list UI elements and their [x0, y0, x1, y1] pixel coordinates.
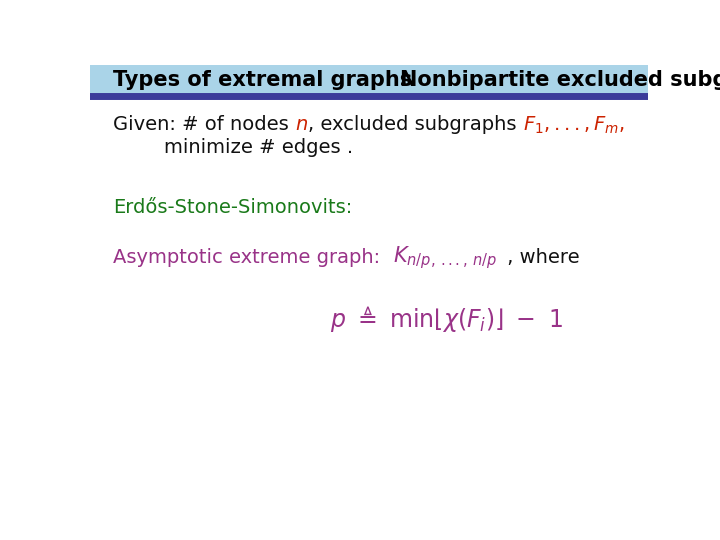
Text: $K_{n/p,\,...,\,n/p}$: $K_{n/p,\,...,\,n/p}$ [393, 244, 497, 271]
Text: Types of extremal graphs: Types of extremal graphs [113, 70, 413, 90]
Text: Asymptotic extreme graph:: Asymptotic extreme graph: [113, 248, 393, 267]
Text: Nonbipartite excluded subgraphs: Nonbipartite excluded subgraphs [400, 70, 720, 90]
Text: , excluded subgraphs: , excluded subgraphs [308, 116, 523, 134]
Text: $p\ \triangleq\ \min \lfloor \chi(F_i) \rfloor\ -\ 1$: $p\ \triangleq\ \min \lfloor \chi(F_i) \… [330, 304, 563, 334]
Text: Given: # of nodes: Given: # of nodes [113, 116, 295, 134]
Text: , where: , where [501, 248, 580, 267]
Text: minimize # edges .: minimize # edges . [163, 138, 353, 158]
Text: $\mathit{n}$: $\mathit{n}$ [295, 116, 308, 134]
Text: Erdős-Stone-Simonovits:: Erdős-Stone-Simonovits: [113, 198, 353, 217]
Text: $\mathit{F}_1,...,\mathit{F}_m,$: $\mathit{F}_1,...,\mathit{F}_m,$ [523, 114, 625, 136]
Bar [90, 65, 648, 96]
